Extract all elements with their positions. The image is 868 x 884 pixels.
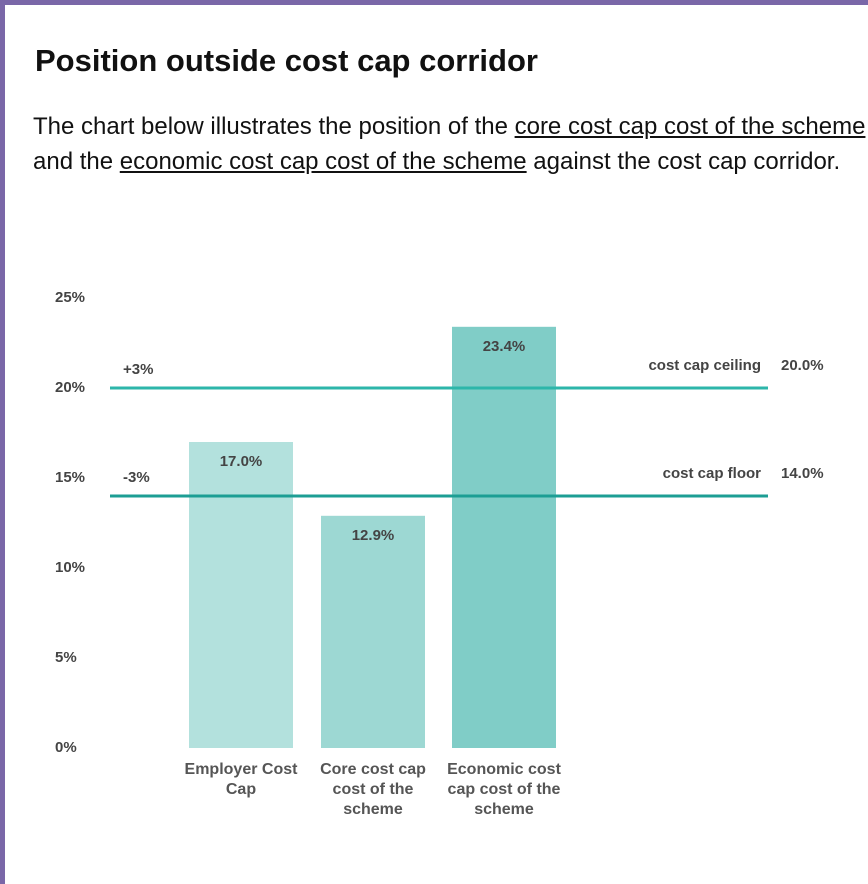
bar bbox=[452, 326, 556, 748]
value-label: 12.9% bbox=[352, 527, 395, 544]
x-tick-label: Core cost cap cost of the scheme bbox=[320, 761, 426, 818]
bar bbox=[189, 442, 293, 748]
linked-term: core cost cap cost of the scheme bbox=[514, 113, 866, 140]
offset-label: +3% bbox=[123, 361, 153, 378]
x-tick-label: Economic cost cap cost of the scheme bbox=[447, 761, 561, 818]
y-tick-label: 15% bbox=[55, 469, 85, 486]
value-label: 23.4% bbox=[483, 338, 526, 355]
reference-label: cost cap ceiling bbox=[648, 357, 761, 374]
offset-label: -3% bbox=[123, 469, 150, 486]
value-label: 17.0% bbox=[220, 453, 263, 470]
y-tick-label: 0% bbox=[55, 739, 77, 756]
heading: Position outside cost cap corridor bbox=[35, 43, 538, 78]
chart: 0% 5% 10% 15% 20% 25% 17.0% 12.9% 23.4% +3% cost c… bbox=[55, 289, 824, 756]
y-tick-label: 10% bbox=[55, 559, 85, 576]
y-tick-label: 20% bbox=[55, 379, 85, 396]
reference-label: cost cap floor bbox=[663, 465, 762, 482]
reference-value: 14.0% bbox=[781, 465, 824, 482]
intro-text: The chart below illustrates the position… bbox=[33, 113, 515, 140]
intro-text: and the bbox=[33, 148, 120, 175]
y-tick-label: 25% bbox=[55, 289, 85, 306]
intro: The chart below illustrates the position… bbox=[33, 109, 868, 179]
reference-value: 20.0% bbox=[781, 357, 824, 374]
bar bbox=[321, 515, 425, 748]
linked-term: economic cost cap cost of the scheme bbox=[119, 148, 527, 175]
intro-text: against the cost cap corridor. bbox=[526, 148, 841, 175]
x-tick-label: Employer Cost Cap bbox=[184, 761, 298, 798]
y-tick-label: 5% bbox=[55, 649, 77, 666]
